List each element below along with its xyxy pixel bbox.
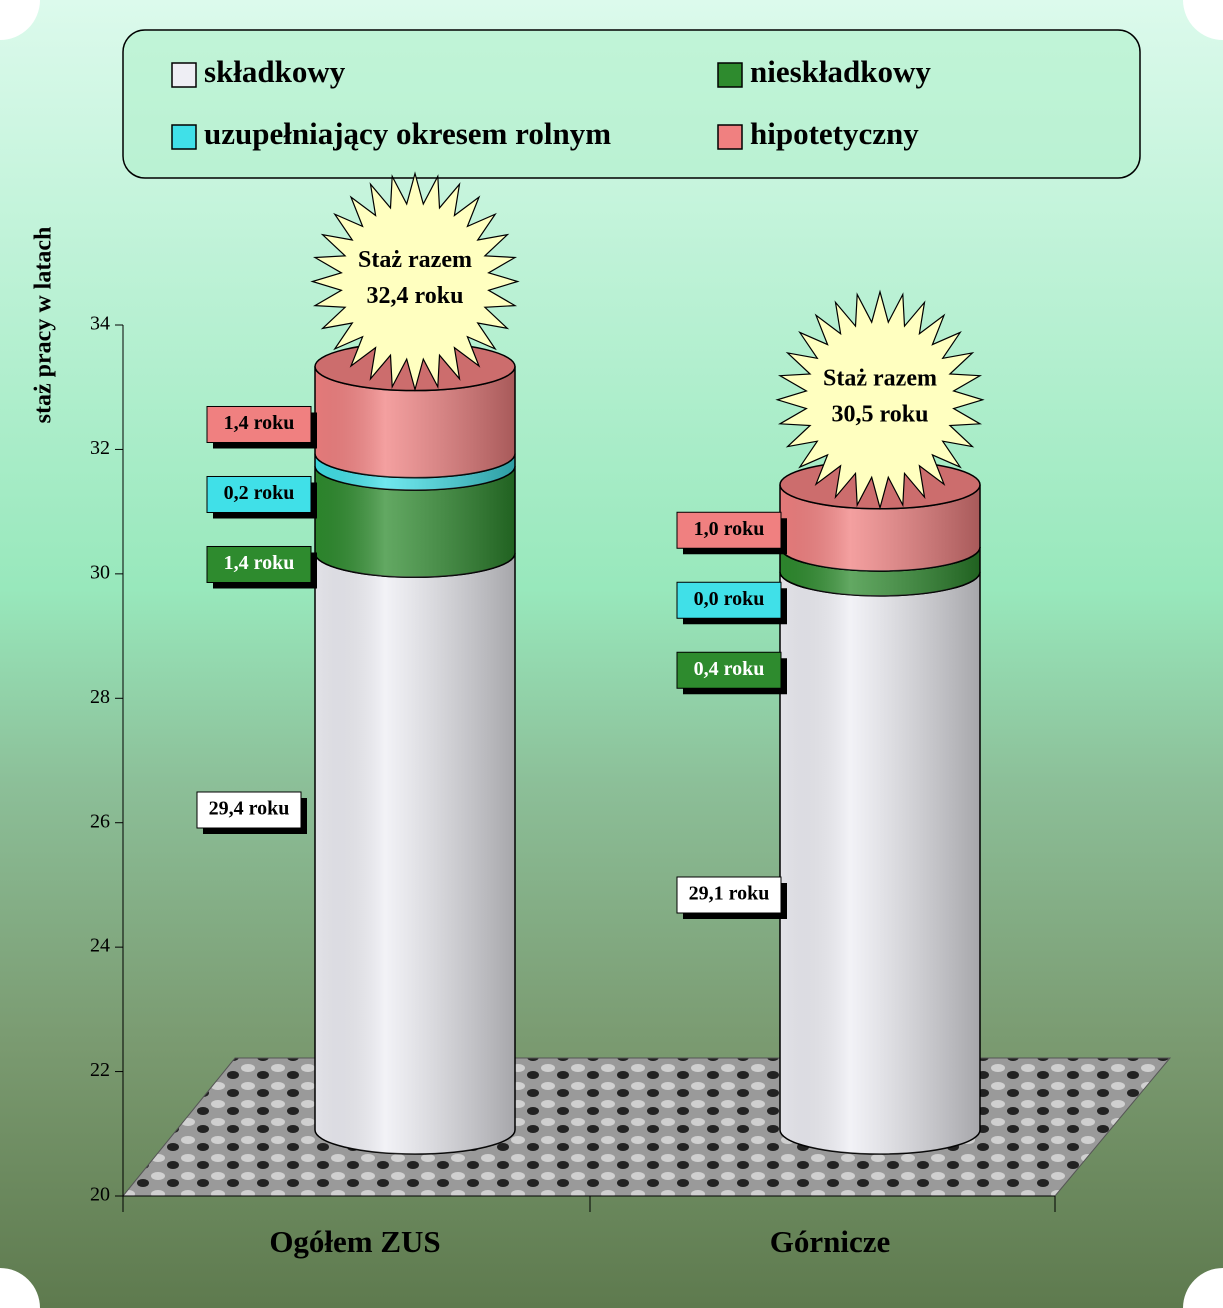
legend-label: hipotetyczny bbox=[750, 116, 919, 151]
value-label-box bbox=[196, 791, 302, 829]
total-burst bbox=[310, 171, 520, 392]
total-caption: Staż razem bbox=[358, 247, 472, 273]
value-label-box bbox=[676, 876, 782, 914]
value-label-box bbox=[676, 651, 782, 689]
legend-label: uzupełniający okresem rolnym bbox=[204, 116, 611, 151]
value-label-box bbox=[206, 545, 312, 583]
value-label: 1,4 roku bbox=[224, 412, 295, 434]
total-caption: Staż razem bbox=[823, 365, 937, 391]
total-label: 32,4 roku bbox=[367, 283, 464, 309]
y-tick-label: 26 bbox=[90, 810, 110, 832]
y-tick-label: 34 bbox=[90, 313, 110, 335]
y-tick-label: 22 bbox=[90, 1059, 110, 1081]
y-axis-title: staż pracy w latach bbox=[31, 227, 57, 424]
value-label: 29,4 roku bbox=[209, 798, 290, 820]
y-tick-label: 24 bbox=[90, 935, 110, 957]
legend-label: składkowy bbox=[204, 54, 346, 89]
bar-shade bbox=[315, 453, 515, 491]
value-label: 0,0 roku bbox=[694, 588, 765, 610]
y-tick-label: 30 bbox=[90, 561, 110, 583]
legend bbox=[122, 29, 1141, 179]
legend-swatch bbox=[171, 62, 197, 88]
x-tick-label: Ogółem ZUS bbox=[269, 1224, 440, 1259]
x-tick-label: Górnicze bbox=[770, 1224, 891, 1259]
y-tick-label: 28 bbox=[90, 686, 110, 708]
value-label: 29,1 roku bbox=[689, 883, 770, 905]
bar-shade bbox=[315, 466, 515, 578]
legend-swatch bbox=[717, 62, 743, 88]
total-burst bbox=[775, 289, 985, 511]
total-label: 30,5 roku bbox=[832, 401, 929, 427]
value-label-box bbox=[206, 475, 312, 513]
value-label: 1,0 roku bbox=[694, 518, 765, 540]
legend-label: nieskładkowy bbox=[750, 54, 931, 89]
value-label: 0,2 roku bbox=[224, 482, 295, 504]
bar-shade bbox=[315, 366, 515, 478]
value-label: 0,4 roku bbox=[694, 658, 765, 680]
value-label-box bbox=[676, 511, 782, 549]
bar-shade bbox=[780, 571, 980, 1154]
y-tick-label: 20 bbox=[90, 1184, 110, 1206]
y-tick-label: 32 bbox=[90, 437, 110, 459]
floor bbox=[121, 1057, 1172, 1197]
bar-shade bbox=[315, 553, 515, 1154]
legend-swatch bbox=[171, 124, 197, 150]
value-label-box bbox=[676, 581, 782, 619]
value-label-box bbox=[206, 405, 312, 443]
legend-swatch bbox=[717, 124, 743, 150]
value-label: 1,4 roku bbox=[224, 552, 295, 574]
